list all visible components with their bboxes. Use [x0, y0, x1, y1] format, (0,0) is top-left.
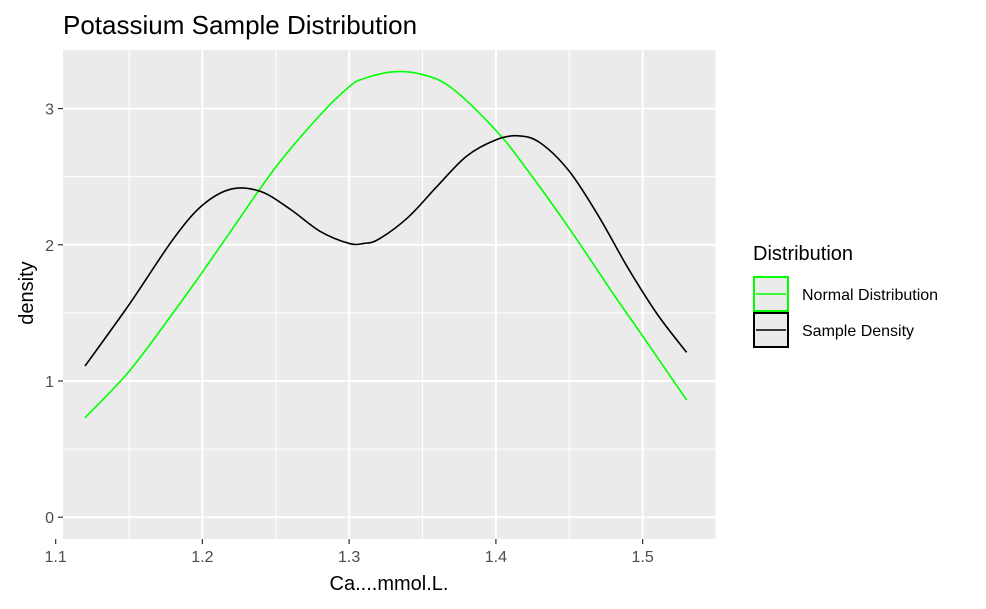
x-tick-label: 1.5	[632, 549, 654, 566]
y-axis: 0 1 2 3	[45, 102, 63, 527]
y-axis-title: density	[16, 261, 38, 324]
x-axis-title: Ca....mmol.L.	[330, 573, 449, 595]
y-tick-label: 3	[45, 102, 54, 119]
series-layer	[84, 70, 688, 419]
x-tick-label: 1.4	[485, 549, 507, 566]
grid-major	[54, 50, 716, 539]
plot-panel	[63, 50, 716, 539]
legend-label-sample-density: Sample Density	[802, 323, 914, 340]
series-line-normal-distribution	[84, 70, 688, 419]
x-axis: 1.1 1.2 1.3 1.4 1.5	[45, 539, 654, 566]
legend: Distribution Normal Distribution Sample D…	[753, 243, 938, 348]
legend-title: Distribution	[753, 243, 853, 265]
series-line-sample-density	[84, 134, 688, 367]
x-tick-label: 1.3	[338, 549, 360, 566]
grid-minor	[63, 50, 717, 539]
y-tick-label: 2	[45, 238, 54, 255]
chart-title: Potassium Sample Distribution	[63, 10, 417, 40]
y-tick-label: 0	[45, 510, 54, 527]
x-tick-label: 1.2	[191, 549, 213, 566]
legend-label-normal-distribution: Normal Distribution	[802, 287, 938, 304]
x-tick-label: 1.1	[45, 549, 67, 566]
y-tick-label: 1	[45, 374, 54, 391]
